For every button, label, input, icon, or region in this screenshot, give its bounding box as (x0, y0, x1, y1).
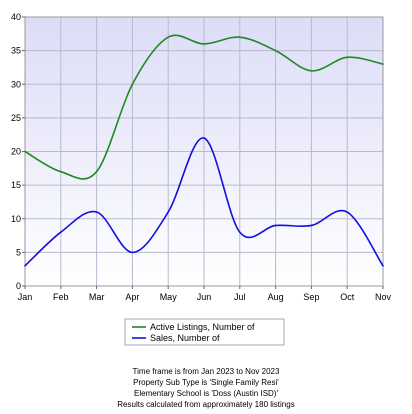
axes: 0 5 10 15 20 25 30 35 40 Jan Feb Mar Apr May Jun Jul Aug… (11, 12, 392, 302)
data-point (95, 211, 98, 213)
x-tick-label: Oct (340, 292, 355, 302)
x-tick-label: Mar (89, 292, 105, 302)
data-point (382, 63, 384, 65)
x-tick-label: Sep (303, 292, 319, 302)
data-point (310, 70, 313, 72)
series-lines (24, 34, 384, 267)
x-tick-label: Jul (234, 292, 246, 302)
y-tick-label: 40 (11, 12, 21, 22)
data-point (274, 49, 277, 52)
data-point (60, 170, 62, 173)
note-school: Elementary School is 'Doss (Austin ISD)' (134, 389, 278, 398)
data-point (131, 83, 134, 86)
y-tick-label: 0 (16, 281, 21, 291)
y-tick-label: 10 (11, 214, 21, 224)
data-point (239, 36, 241, 38)
x-tick-label: May (160, 292, 178, 302)
data-point (167, 211, 169, 213)
data-point (24, 265, 26, 267)
y-tick-label: 25 (11, 113, 21, 123)
y-tick-label: 30 (11, 79, 21, 89)
data-point (346, 56, 349, 59)
y-tick-label: 15 (11, 180, 21, 190)
data-point (310, 224, 313, 227)
data-point (203, 137, 205, 139)
chart-notes: Time frame is from Jan 2023 to Nov 2023 … (0, 366, 412, 410)
x-tick-label: Nov (375, 292, 392, 302)
data-point (131, 251, 134, 254)
data-point (60, 231, 62, 233)
note-listing-count: Results calculated from approximately 18… (117, 400, 295, 409)
x-tick-label: Feb (53, 292, 69, 302)
y-tick-label: 5 (16, 247, 21, 257)
note-property-type: Property Sub Type is 'Single Family Resi… (133, 378, 279, 387)
data-point (346, 211, 349, 213)
x-tick-label: Apr (125, 292, 139, 302)
x-tick-label: Aug (268, 292, 284, 302)
data-point (95, 170, 98, 173)
x-tick-label: Jan (18, 292, 33, 302)
data-point (167, 36, 169, 38)
legend-label-1: Active Listings, Number of (150, 322, 255, 332)
y-tick-label: 35 (11, 46, 21, 56)
y-tick-label: 20 (11, 147, 21, 157)
data-point (382, 265, 384, 267)
note-time-frame: Time frame is from Jan 2023 to Nov 2023 (132, 367, 280, 376)
data-point (274, 224, 277, 227)
data-point (203, 43, 205, 45)
data-point (24, 150, 26, 153)
legend-box (124, 318, 285, 346)
grid-lines (25, 17, 383, 286)
x-tick-label: Jun (197, 292, 212, 302)
legend-label-2: Sales, Number of (150, 333, 220, 343)
data-point (239, 231, 241, 233)
